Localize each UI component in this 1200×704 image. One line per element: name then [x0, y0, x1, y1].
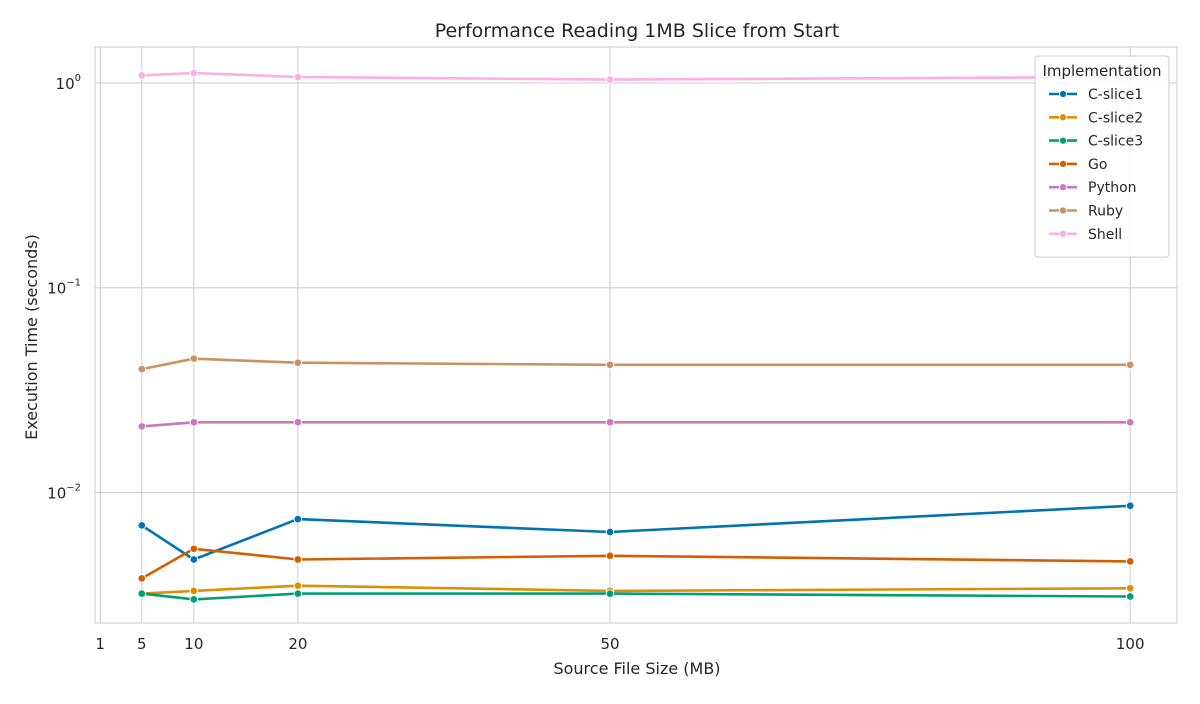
- data-point-ruby: [1125, 360, 1135, 370]
- y-tick-exponent: −2: [66, 482, 81, 493]
- data-point-go: [189, 544, 199, 554]
- legend-item-c-slice1: C-slice1: [1049, 87, 1143, 103]
- legend: Implementation C-slice1 C-slice2 C-slice3 Go…: [1034, 55, 1170, 258]
- data-point-python: [605, 418, 615, 427]
- legend-item-shell: Shell: [1049, 227, 1122, 243]
- data-point-python: [293, 418, 303, 427]
- y-tick-exponent: −1: [66, 278, 81, 289]
- x-tick-label: 20: [288, 635, 307, 653]
- legend-label: C-slice2: [1088, 110, 1143, 126]
- y-tick-exponent: 0: [75, 73, 81, 84]
- legend-label: Python: [1088, 180, 1137, 196]
- legend-title: Implementation: [1042, 62, 1161, 80]
- x-tick-label: 100: [1116, 635, 1145, 653]
- data-point-c-slice3: [137, 589, 147, 598]
- data-point-go: [137, 574, 147, 583]
- legend-swatch-marker: [1058, 159, 1068, 168]
- legend-item-c-slice2: C-slice2: [1049, 110, 1143, 126]
- x-tick-label: 1: [95, 635, 105, 653]
- data-point-shell: [605, 75, 615, 84]
- legend-label: Go: [1088, 157, 1107, 173]
- data-point-shell: [293, 72, 303, 82]
- data-point-python: [137, 422, 147, 431]
- legend-label: C-slice1: [1088, 87, 1143, 103]
- legend-item-go: Go: [1049, 157, 1107, 173]
- y-tick-base: 10: [47, 280, 66, 298]
- data-point-shell: [137, 71, 147, 80]
- grid-layer: [95, 47, 1177, 623]
- legend-item-c-slice3: C-slice3: [1049, 134, 1143, 150]
- data-point-c-slice3: [605, 589, 615, 598]
- data-point-c-slice2: [1125, 584, 1135, 593]
- series-c-slice1: [137, 501, 1135, 564]
- chart-title: Performance Reading 1MB Slice from Start: [435, 20, 840, 42]
- legend-swatch-marker: [1058, 113, 1068, 122]
- data-point-c-slice3: [293, 589, 303, 598]
- data-point-go: [1125, 557, 1135, 566]
- x-tick-label: 10: [184, 635, 203, 653]
- y-axis-label: Execution Time (seconds): [22, 234, 41, 440]
- data-point-go: [293, 555, 303, 564]
- legend-item-python: Python: [1049, 180, 1137, 196]
- data-point-c-slice1: [293, 514, 303, 524]
- y-tick-label: 10−2: [47, 482, 81, 502]
- x-axis-label: Source File Size (MB): [553, 659, 720, 678]
- y-tick-base: 10: [47, 484, 66, 502]
- data-point-c-slice3: [189, 595, 199, 604]
- y-tick-base: 10: [56, 75, 75, 93]
- legend-swatch-marker: [1058, 183, 1068, 192]
- data-point-python: [189, 418, 199, 427]
- data-point-shell: [189, 68, 199, 78]
- data-point-ruby: [293, 358, 303, 367]
- data-point-c-slice2: [189, 586, 199, 596]
- series-ruby: [137, 354, 1135, 374]
- legend-label: Ruby: [1088, 204, 1123, 220]
- data-point-c-slice3: [1125, 592, 1135, 601]
- x-tick-label: 50: [600, 635, 619, 653]
- data-point-c-slice1: [137, 521, 147, 530]
- legend-item-ruby: Ruby: [1049, 204, 1123, 220]
- legend-label: C-slice3: [1088, 134, 1143, 150]
- series-c-slice3: [137, 589, 1135, 604]
- data-point-ruby: [137, 364, 147, 374]
- series-go: [137, 544, 1135, 583]
- data-point-ruby: [605, 360, 615, 370]
- legend-box: [1034, 55, 1170, 258]
- x-tick-label: 5: [137, 635, 147, 653]
- data-point-go: [605, 551, 615, 561]
- y-tick-label: 10−1: [47, 278, 81, 298]
- data-point-c-slice1: [1125, 501, 1135, 511]
- legend-label: Shell: [1088, 227, 1122, 243]
- data-point-c-slice2: [293, 581, 303, 590]
- legend-swatch-marker: [1058, 229, 1068, 238]
- y-tick-label: 100: [56, 73, 81, 93]
- legend-swatch-marker: [1058, 89, 1068, 99]
- legend-swatch-marker: [1058, 206, 1068, 215]
- data-point-python: [1125, 418, 1135, 427]
- data-point-c-slice1: [605, 527, 615, 537]
- plot-frame: [94, 46, 1178, 624]
- legend-swatch-marker: [1058, 136, 1068, 145]
- series-python: [137, 418, 1135, 431]
- data-point-c-slice1: [189, 555, 199, 564]
- data-point-ruby: [189, 354, 199, 363]
